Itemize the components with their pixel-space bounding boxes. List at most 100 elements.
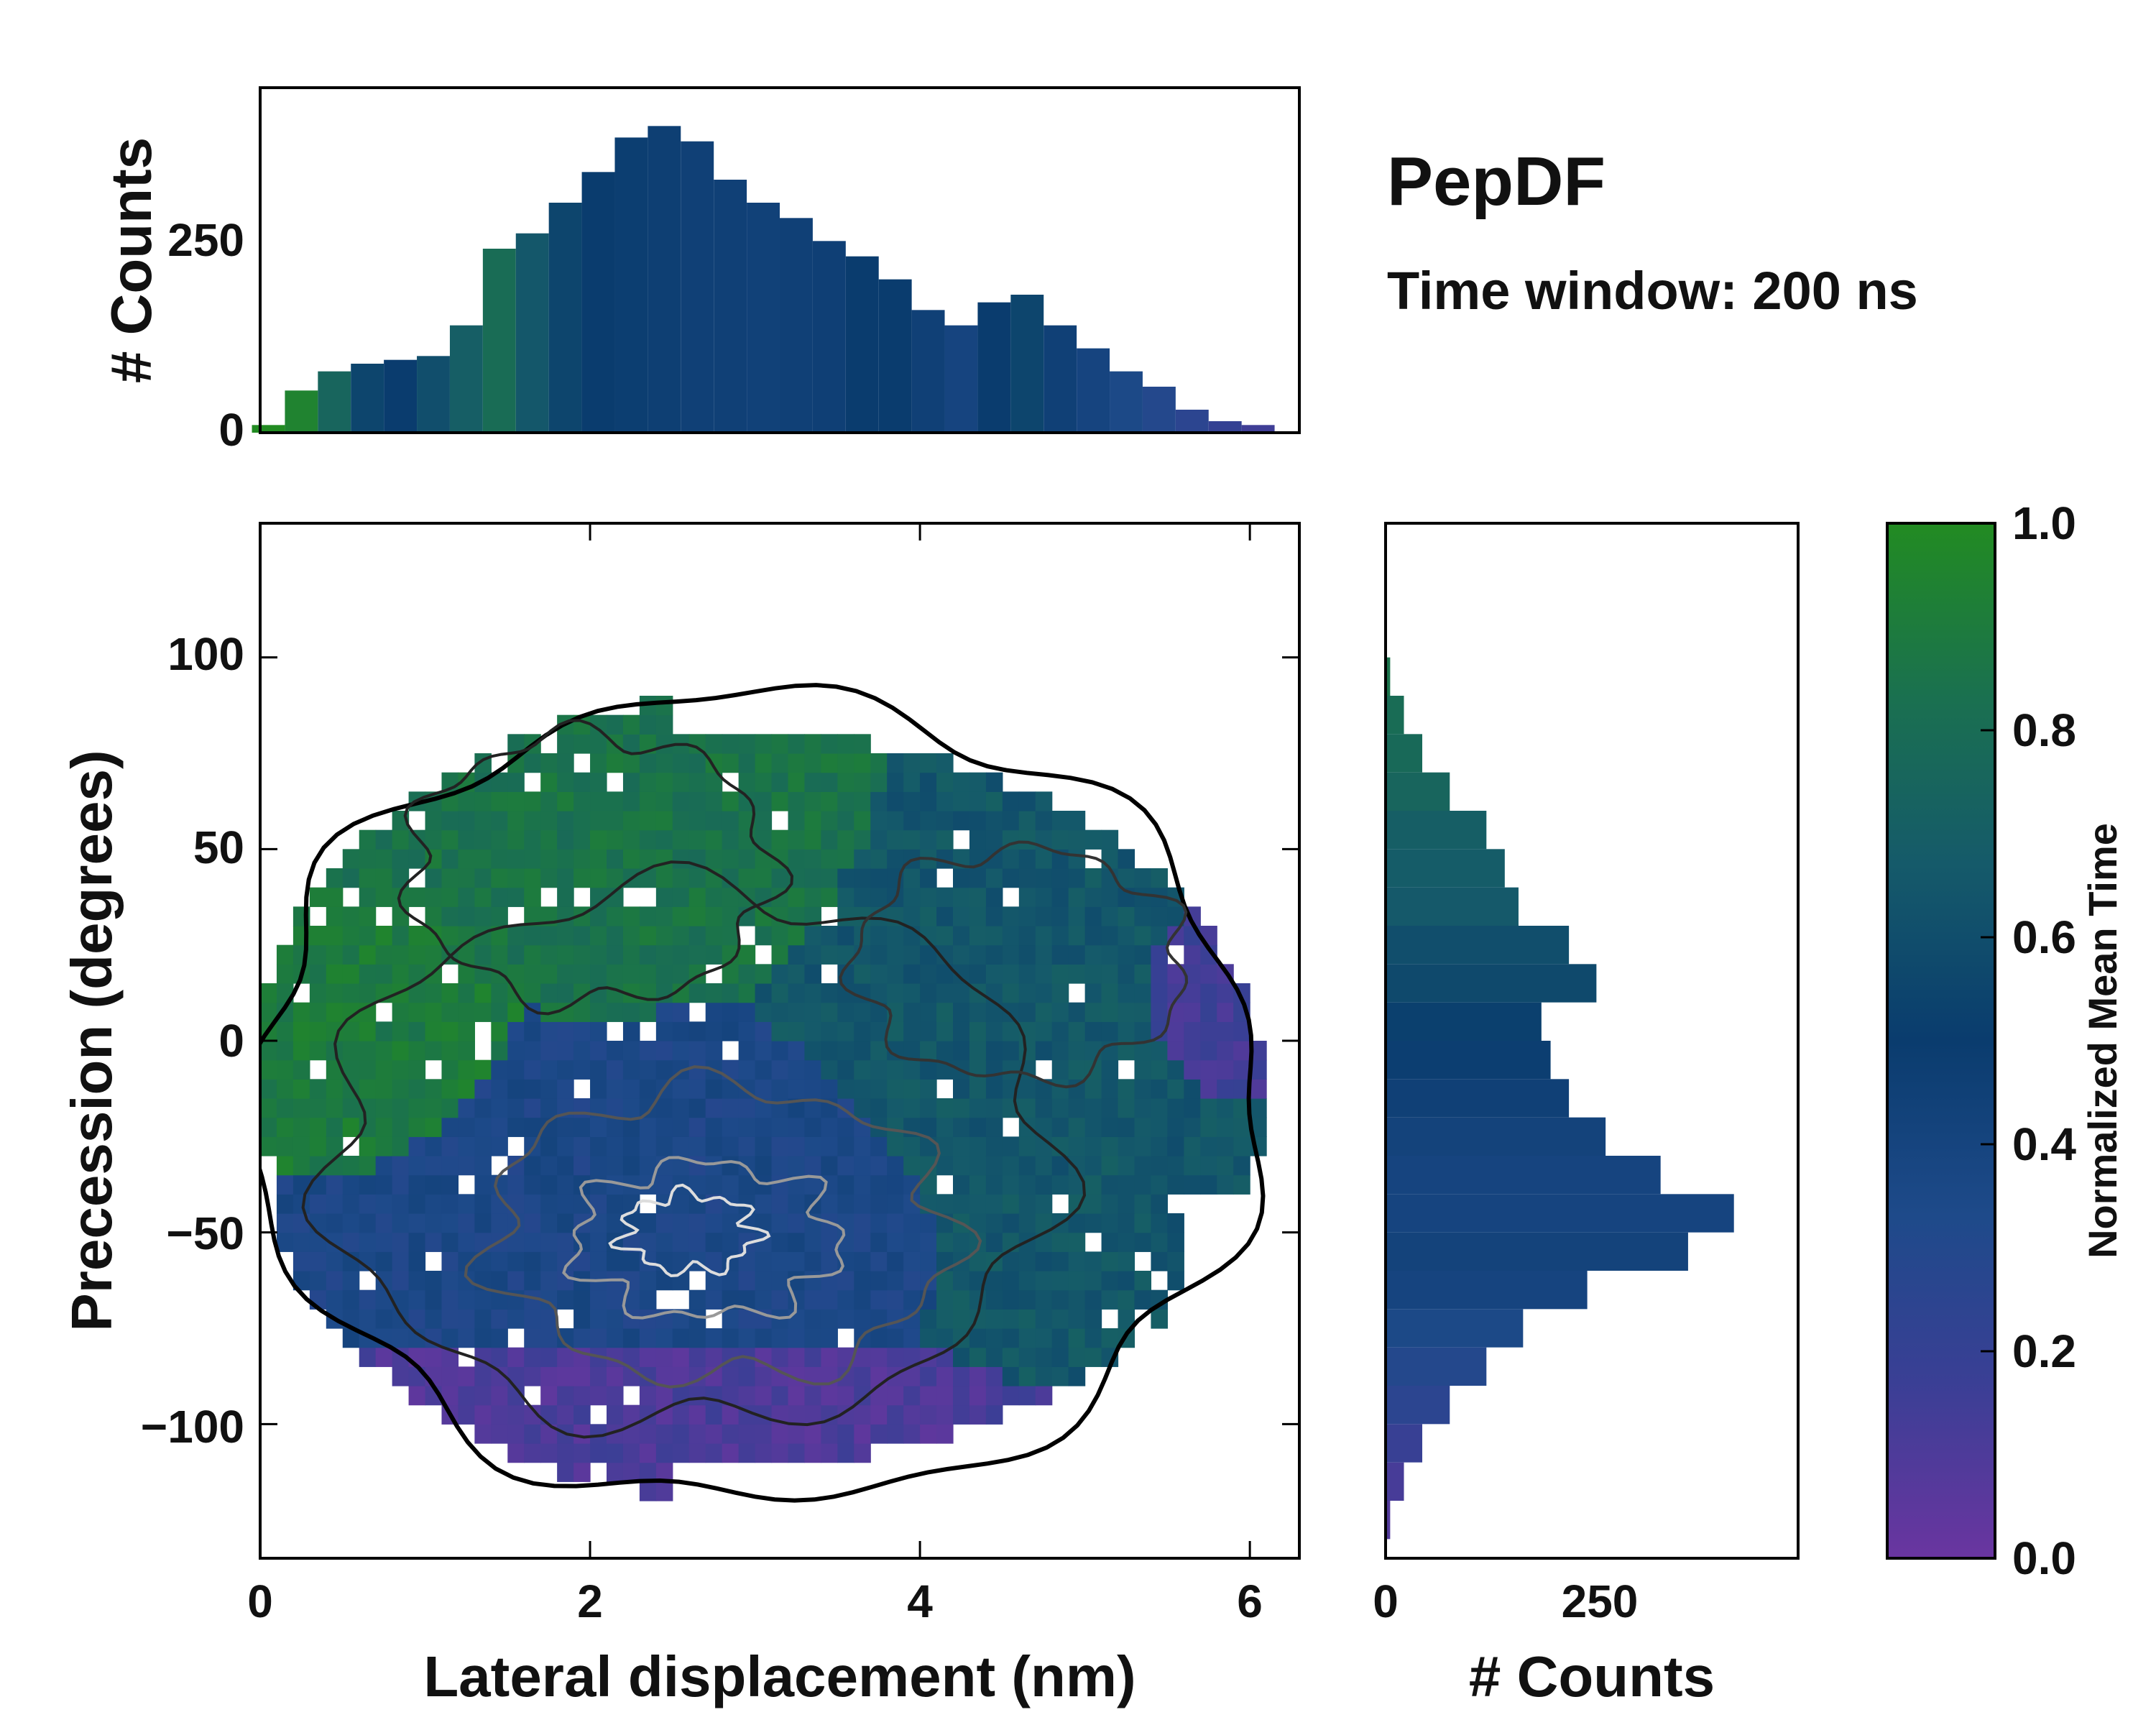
heatmap-cell — [688, 1136, 706, 1156]
heatmap-cell — [837, 1059, 854, 1080]
heatmap-cell — [655, 714, 673, 735]
heatmap-cell — [392, 1002, 410, 1022]
heatmap-cell — [342, 1328, 360, 1348]
heatmap-cell — [903, 753, 921, 773]
heatmap-cell — [854, 772, 871, 792]
heatmap-cell — [359, 849, 377, 869]
heatmap-cell — [375, 849, 393, 869]
heatmap-cell — [755, 1251, 773, 1271]
heatmap-cell — [1167, 906, 1184, 926]
right-hist-bar — [1386, 1309, 1524, 1348]
heatmap-cell — [441, 1271, 459, 1291]
heatmap-cell — [953, 811, 970, 831]
heatmap-cell — [524, 983, 541, 1003]
heatmap-cell — [441, 829, 459, 850]
right-hist-bar — [1386, 696, 1404, 735]
heatmap-cell — [507, 1386, 525, 1406]
heatmap-cell — [573, 1328, 591, 1348]
heatmap-cell — [458, 791, 475, 811]
heatmap-cell — [887, 811, 904, 831]
heatmap-cell — [771, 772, 789, 792]
heatmap-cell — [771, 1021, 789, 1041]
heatmap-cell — [1002, 791, 1020, 811]
heatmap-cell — [458, 983, 475, 1003]
top-hist-bar — [845, 256, 879, 433]
heatmap-cell — [491, 944, 508, 965]
heatmap-cell — [771, 1002, 789, 1022]
right-histogram: 0 250 # Counts — [1373, 522, 1800, 1708]
heatmap-cell — [837, 1386, 854, 1406]
heatmap-cell — [1051, 1059, 1069, 1080]
top-histogram-frame — [259, 86, 1301, 434]
heatmap-cell — [458, 849, 475, 869]
top-hist-bar — [977, 302, 1011, 433]
heatmap-cell — [837, 1174, 854, 1195]
heatmap-cell — [854, 791, 871, 811]
heatmap-cell — [804, 1251, 821, 1271]
heatmap-cell — [985, 1213, 1003, 1233]
heatmap-cell — [392, 868, 410, 888]
heatmap-cell — [655, 1366, 673, 1386]
heatmap-cell — [705, 1079, 723, 1099]
heatmap-cell — [1084, 1117, 1102, 1137]
heatmap-cell — [524, 964, 541, 984]
heatmap-cell — [1101, 1289, 1119, 1310]
heatmap-cell — [292, 1021, 310, 1041]
heatmap-cell — [1167, 1117, 1184, 1137]
heatmap-cell — [524, 1251, 541, 1271]
heatmap-cell — [309, 1232, 327, 1252]
heatmap-cell — [854, 1041, 871, 1061]
heatmap-cell — [1118, 983, 1135, 1003]
heatmap-cell — [969, 772, 987, 792]
heatmap-cell — [1151, 1232, 1168, 1252]
heatmap-cell — [607, 829, 624, 850]
heatmap-cell — [837, 1156, 854, 1176]
heatmap-cell — [309, 944, 327, 965]
heatmap-cell — [375, 1136, 393, 1156]
heatmap-cell — [936, 926, 954, 946]
heatmap-cell — [1184, 1059, 1201, 1080]
heatmap-cell — [326, 926, 344, 946]
heatmap-cell — [425, 829, 443, 850]
heatmap-cell — [655, 753, 673, 773]
heatmap-cell — [622, 944, 640, 965]
top-hist-bar — [449, 325, 483, 433]
heatmap-cell — [969, 868, 987, 888]
heatmap-cell — [639, 944, 657, 965]
heatmap-cell — [573, 1021, 591, 1041]
heatmap-cell — [936, 1386, 954, 1406]
heatmap-cell — [705, 944, 723, 965]
heatmap-cell — [375, 1213, 393, 1233]
heatmap-cell — [672, 1002, 690, 1022]
heatmap-cell — [705, 1136, 723, 1156]
heatmap-cell — [557, 1328, 574, 1348]
heatmap-cell — [1018, 1079, 1036, 1099]
heatmap-cell — [1051, 1136, 1069, 1156]
heatmap-cell — [1035, 1098, 1053, 1118]
heatmap-cell — [639, 1481, 657, 1501]
heatmap-cell — [821, 1309, 838, 1329]
heatmap-cell — [854, 1002, 871, 1022]
heatmap-cell — [458, 1021, 475, 1041]
heatmap-cell — [260, 983, 277, 1003]
heatmap-cell — [375, 1309, 393, 1329]
heatmap-cell — [276, 1059, 294, 1080]
heatmap-cell — [622, 791, 640, 811]
heatmap-cell — [607, 1366, 624, 1386]
heatmap-cell — [1051, 1098, 1069, 1118]
heatmap-cell — [1084, 1002, 1102, 1022]
heatmap-cell — [1002, 944, 1020, 965]
heatmap-cell — [573, 1309, 591, 1329]
heatmap-cell — [326, 1271, 344, 1291]
heatmap-cell — [920, 1136, 937, 1156]
heatmap-cell — [573, 868, 591, 888]
heatmap-cell — [655, 1098, 673, 1118]
heatmap-cell — [342, 983, 360, 1003]
heatmap-cell — [491, 887, 508, 907]
heatmap-cell — [722, 1098, 740, 1118]
heatmap-cell — [705, 1404, 723, 1425]
heatmap-cell — [821, 1232, 838, 1252]
heatmap-cell — [655, 944, 673, 965]
heatmap-cell — [622, 926, 640, 946]
heatmap-cell — [639, 1443, 657, 1463]
